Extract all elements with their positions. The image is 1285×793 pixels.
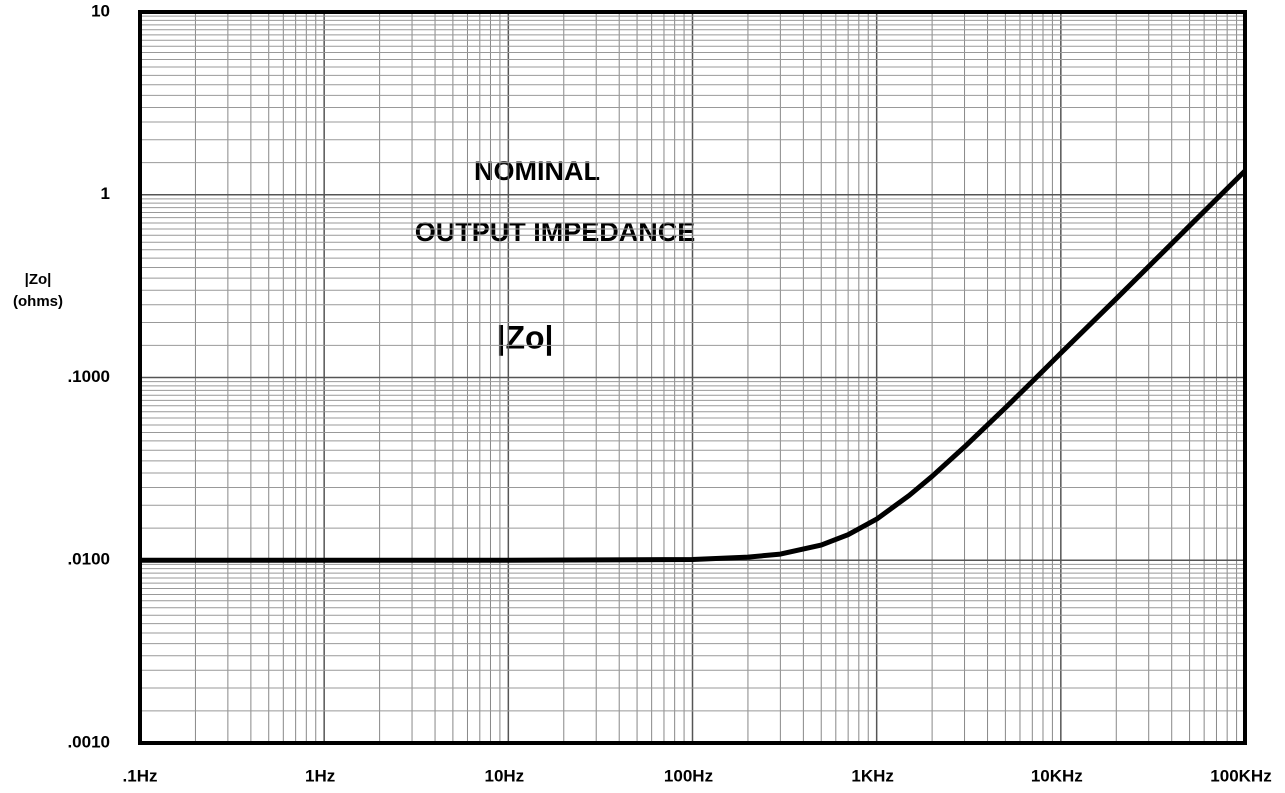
x-tick-label: 10KHz <box>1031 766 1083 785</box>
annotation: |Zo| <box>497 319 554 355</box>
plot-border <box>138 10 1247 745</box>
x-tick-label: 1KHz <box>851 766 894 785</box>
x-tick-label: 100Hz <box>664 766 713 785</box>
impedance-line <box>140 169 1247 563</box>
y-axis-label: |Zo| <box>25 271 52 288</box>
x-tick-label: 10Hz <box>484 766 524 785</box>
x-tick-label: 100KHz <box>1210 766 1271 785</box>
grid <box>139 11 1246 744</box>
x-tick-label: 1Hz <box>305 766 335 785</box>
y-tick-label: 10 <box>91 1 110 20</box>
y-tick-label: 1 <box>101 184 110 203</box>
y-axis-label: (ohms) <box>13 293 63 310</box>
x-tick-label: .1Hz <box>123 766 158 785</box>
annotation: NOMINAL <box>474 156 600 186</box>
y-tick-label: .1000 <box>67 367 110 386</box>
y-tick-label: .0010 <box>67 732 110 751</box>
y-tick-label: .0100 <box>67 550 110 569</box>
